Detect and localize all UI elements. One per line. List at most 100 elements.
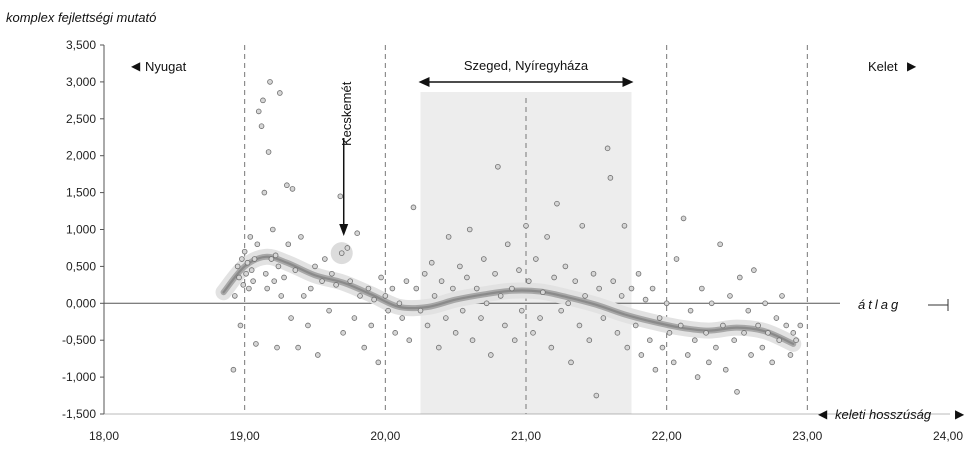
data-point — [565, 300, 571, 307]
data-point — [326, 307, 332, 314]
xlabel-left-arrow-icon: ◀ — [818, 407, 828, 421]
data-point — [254, 241, 261, 248]
data-point — [337, 193, 344, 200]
x-tick-label: 19,00 — [230, 429, 260, 443]
data-point — [392, 330, 398, 336]
y-tick-label: 3,000 — [66, 75, 96, 89]
y-tick-label: 1,000 — [66, 223, 96, 237]
data-point — [435, 344, 442, 351]
data-point — [618, 293, 625, 299]
y-tick-label: 0,500 — [66, 259, 96, 273]
data-point — [495, 163, 501, 170]
data-point — [751, 267, 757, 273]
city-arrow-head — [339, 224, 349, 236]
data-point — [322, 256, 328, 262]
data-point — [762, 300, 768, 307]
data-point — [607, 175, 614, 181]
data-point — [666, 330, 673, 336]
data-points — [230, 79, 804, 399]
data-point — [354, 230, 361, 236]
data-point — [614, 330, 621, 336]
data-point — [720, 322, 726, 329]
data-point — [288, 315, 294, 321]
data-point — [793, 337, 799, 344]
data-point — [554, 200, 560, 207]
data-point — [568, 359, 574, 366]
data-point — [438, 278, 445, 284]
data-point — [759, 344, 766, 351]
data-point — [717, 241, 723, 248]
data-point — [464, 274, 470, 281]
data-point — [431, 293, 438, 299]
data-point — [741, 330, 747, 336]
data-point — [307, 285, 314, 292]
data-point — [502, 322, 508, 329]
data-point — [357, 293, 363, 299]
data-point — [576, 322, 583, 329]
y-tick-label: 1,500 — [66, 186, 96, 200]
x-tick-label: 21,00 — [511, 429, 541, 443]
y-tick-label: -1,000 — [62, 370, 96, 384]
data-point — [638, 352, 645, 358]
data-point — [649, 285, 656, 292]
data-point — [365, 285, 372, 292]
data-point — [275, 263, 282, 270]
data-point — [375, 359, 382, 366]
data-point — [264, 285, 270, 292]
data-point — [586, 337, 593, 344]
data-point — [351, 315, 358, 321]
data-point — [236, 274, 242, 281]
data-point — [572, 278, 579, 284]
x-tick-label: 24,00 — [933, 429, 963, 443]
data-point — [530, 330, 536, 336]
data-point — [537, 315, 543, 321]
data-point — [240, 282, 247, 288]
data-point — [300, 293, 307, 299]
data-point — [659, 344, 666, 351]
data-point — [504, 241, 511, 248]
data-point — [769, 359, 775, 366]
data-point — [406, 337, 413, 344]
y-tick-label: 3,500 — [66, 38, 96, 52]
data-point — [646, 337, 653, 344]
data-point — [424, 322, 431, 329]
data-point — [466, 226, 473, 233]
data-point — [632, 322, 639, 329]
data-point — [368, 322, 375, 329]
data-point — [731, 337, 737, 344]
data-point — [413, 285, 420, 292]
data-point — [344, 245, 351, 251]
data-point — [663, 300, 670, 307]
data-point — [251, 256, 258, 262]
data-point — [797, 322, 804, 329]
data-point — [703, 330, 709, 336]
data-point — [699, 285, 705, 292]
data-point — [540, 289, 546, 296]
data-point — [579, 223, 586, 229]
data-point — [523, 223, 529, 229]
y-tick-label: 2,500 — [66, 112, 96, 126]
data-point — [773, 315, 780, 321]
east-arrow-icon: ▶ — [907, 59, 917, 73]
data-point — [610, 278, 617, 284]
data-point — [361, 344, 368, 351]
city-label: Kecskemét — [339, 81, 354, 146]
data-point — [305, 322, 311, 329]
data-point — [492, 270, 498, 277]
data-point — [734, 389, 740, 395]
data-point — [417, 307, 424, 314]
data-point — [684, 352, 691, 358]
y-tick-label: -0,500 — [62, 333, 96, 347]
y-tick-label: 2,000 — [66, 149, 96, 163]
data-point — [677, 322, 684, 329]
data-point — [765, 330, 771, 336]
data-point — [691, 337, 698, 344]
data-point — [533, 256, 539, 262]
data-point — [593, 392, 600, 399]
data-point — [389, 285, 396, 292]
data-point — [268, 256, 275, 262]
baseline-end-icon — [928, 299, 949, 311]
data-point — [457, 263, 463, 270]
chart-title: komplex fejlettségi mutató — [6, 10, 156, 25]
